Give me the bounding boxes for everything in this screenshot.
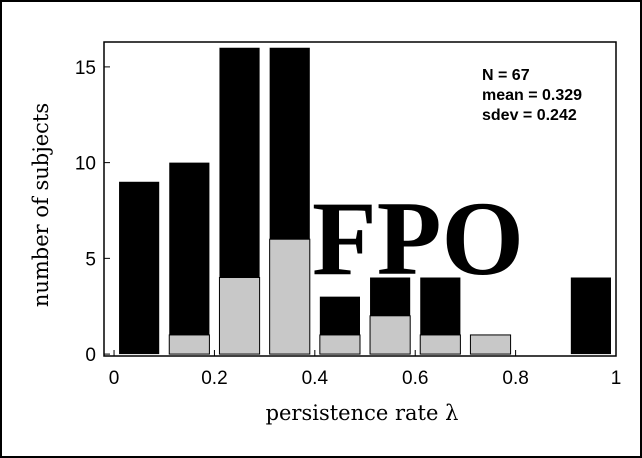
y-axis-title: number of subjects bbox=[29, 103, 53, 307]
x-tick-label-4: 0.8 bbox=[502, 368, 528, 389]
x-tick-label-2: 0.4 bbox=[302, 368, 329, 389]
bar-subset-7 bbox=[470, 335, 510, 354]
annotation-n: N = 67 bbox=[482, 67, 530, 84]
y-tick-label-3: 15 bbox=[75, 58, 96, 79]
annotation-mean: mean = 0.329 bbox=[482, 87, 582, 104]
bar-total-1 bbox=[169, 163, 209, 354]
annotation-sdev: sdev = 0.242 bbox=[482, 107, 577, 124]
bar-subset-5 bbox=[370, 316, 410, 354]
x-tick-label-1: 0.2 bbox=[201, 368, 227, 389]
bar-subset-6 bbox=[420, 335, 460, 354]
y-tick-label-2: 10 bbox=[75, 154, 96, 175]
bar-subset-2 bbox=[219, 278, 259, 355]
watermark-fpo: FPO bbox=[312, 180, 524, 297]
bar-subset-1 bbox=[169, 335, 209, 354]
bar-subset-3 bbox=[270, 239, 310, 354]
bar-subset-4 bbox=[320, 335, 360, 354]
x-axis-title: persistence rate λ bbox=[266, 401, 459, 425]
x-tick-label-0: 0 bbox=[109, 368, 120, 389]
y-tick-label-0: 0 bbox=[85, 345, 96, 366]
x-tick-label-3: 0.6 bbox=[402, 368, 428, 389]
bar-total-0 bbox=[119, 182, 159, 354]
x-tick-label-5: 1 bbox=[611, 368, 622, 389]
y-tick-label-1: 5 bbox=[85, 249, 96, 270]
bar-total-9 bbox=[571, 278, 611, 355]
